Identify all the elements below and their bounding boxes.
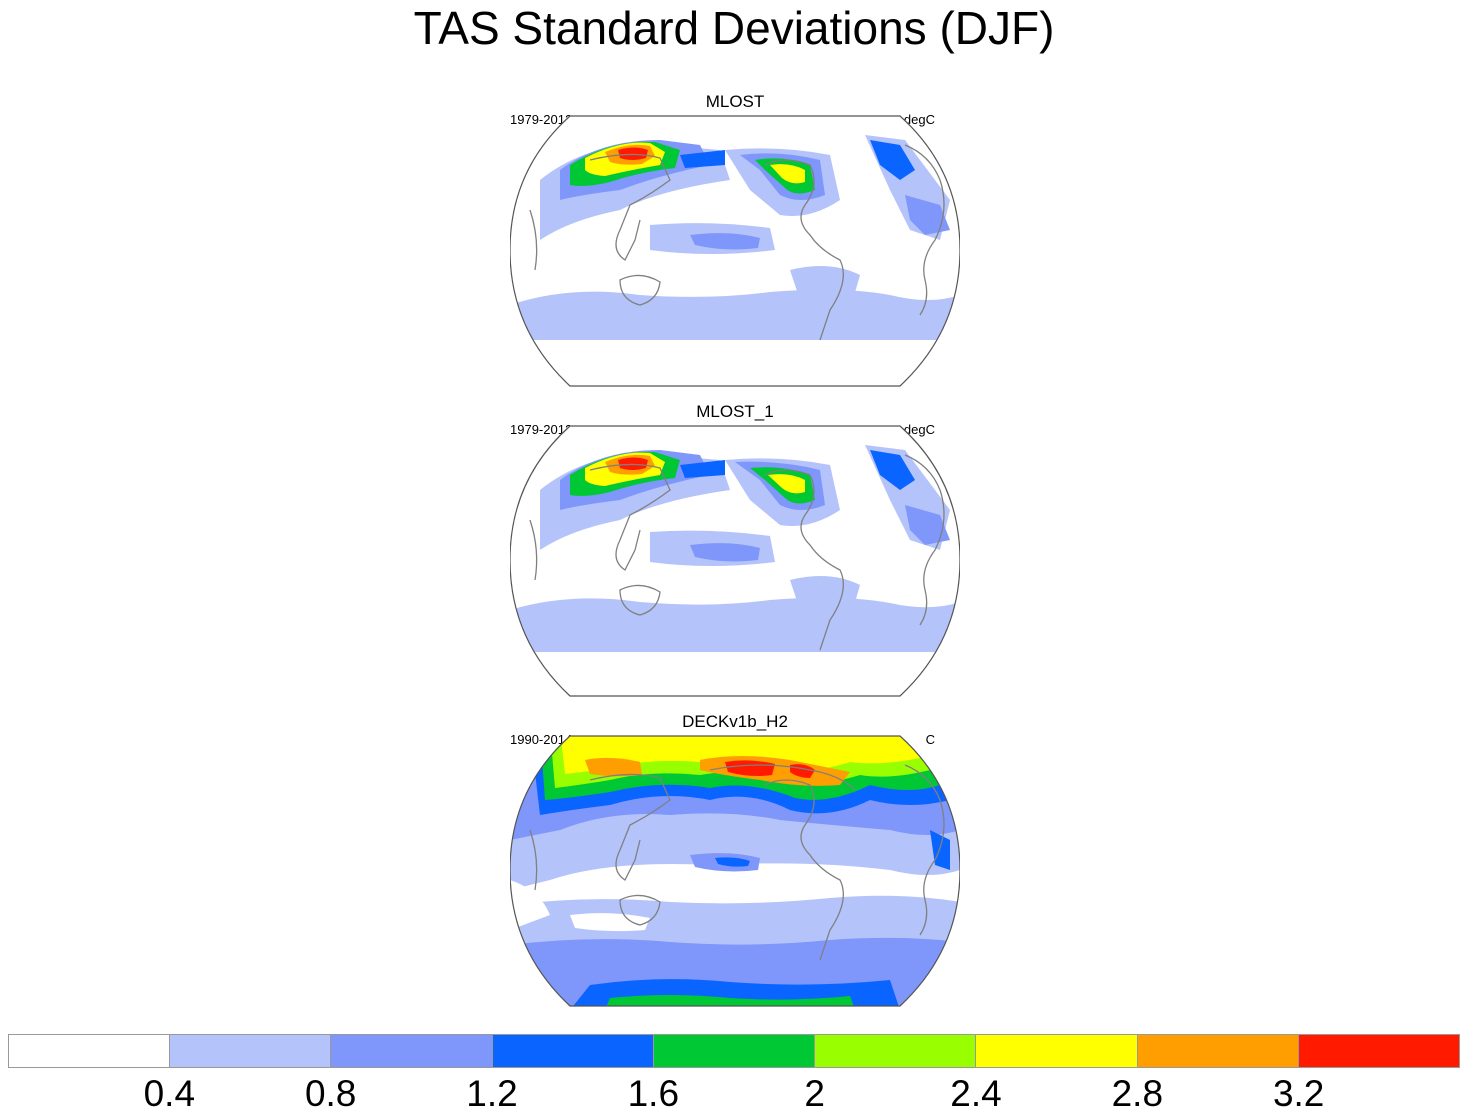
panel-units: degC <box>903 112 935 127</box>
colorbar-tick-label: 2 <box>804 1073 825 1114</box>
contour-region <box>510 597 960 652</box>
colorbar-swatch <box>1137 1035 1299 1067</box>
panel-title: MLOST <box>705 92 765 111</box>
map-frame <box>510 735 960 1007</box>
colorbar-tick-label: 0.4 <box>143 1073 196 1114</box>
contour-region <box>790 266 860 312</box>
coastlines <box>529 764 945 961</box>
map-mlost <box>510 115 960 387</box>
figure-title: TAS Standard Deviations (DJF) <box>413 2 1055 54</box>
map-mlost-1 <box>510 425 960 697</box>
contour-region <box>905 505 950 545</box>
colorbar <box>8 1034 1460 1068</box>
contour-region <box>770 164 805 184</box>
panel-period: 1979-2012 <box>510 422 573 437</box>
contour-region <box>510 289 960 340</box>
colorbar-tick-label: 2.4 <box>950 1073 1002 1114</box>
panel-period: 1990-2014 <box>510 732 573 747</box>
contour-region <box>618 457 648 470</box>
panel-units: degC <box>903 422 935 437</box>
contour-region <box>768 474 805 494</box>
colorbar-tick-label: 2.8 <box>1111 1073 1164 1114</box>
contour-region <box>690 233 760 250</box>
contour-region <box>510 880 550 930</box>
panel-title: DECKv1b_H2 <box>682 712 788 731</box>
colorbar-tick-label: 0.8 <box>304 1073 357 1114</box>
colorbar-tick-label: 1.6 <box>627 1073 680 1114</box>
panel-period: 1979-2012 <box>510 112 573 127</box>
coastlines <box>529 144 945 341</box>
coastlines <box>529 454 945 651</box>
colorbar-swatch <box>815 1035 977 1067</box>
map-frame <box>510 115 960 387</box>
contour-region <box>605 995 855 1006</box>
colorbar-swatch <box>1298 1035 1459 1067</box>
contour-region <box>560 736 920 774</box>
colorbar-swatch <box>170 1035 332 1067</box>
colorbar-tick-label: 3.2 <box>1272 1073 1325 1114</box>
contour-region <box>570 913 650 932</box>
colorbar-tick-label: 1.2 <box>466 1073 518 1114</box>
contour-region <box>790 576 860 622</box>
contour-region <box>905 195 950 235</box>
panel-units: C <box>925 732 935 747</box>
contour-region <box>690 543 760 562</box>
contour-region <box>618 147 648 160</box>
contour-region <box>870 140 915 180</box>
colorbar-swatch <box>653 1035 816 1067</box>
panel-title: MLOST_1 <box>696 402 774 421</box>
colorbar-swatch <box>331 1035 493 1067</box>
colorbar-swatch <box>492 1035 654 1067</box>
contour-region <box>680 460 725 478</box>
map-deckv1b-h2 <box>510 735 960 1007</box>
contour-region <box>725 760 775 776</box>
contour-region <box>585 757 642 777</box>
colorbar-swatch <box>976 1035 1138 1067</box>
contour-region <box>715 857 750 867</box>
contour-region <box>870 450 915 490</box>
map-frame <box>510 425 960 697</box>
colorbar-swatch <box>9 1035 171 1067</box>
contour-region <box>680 150 725 168</box>
